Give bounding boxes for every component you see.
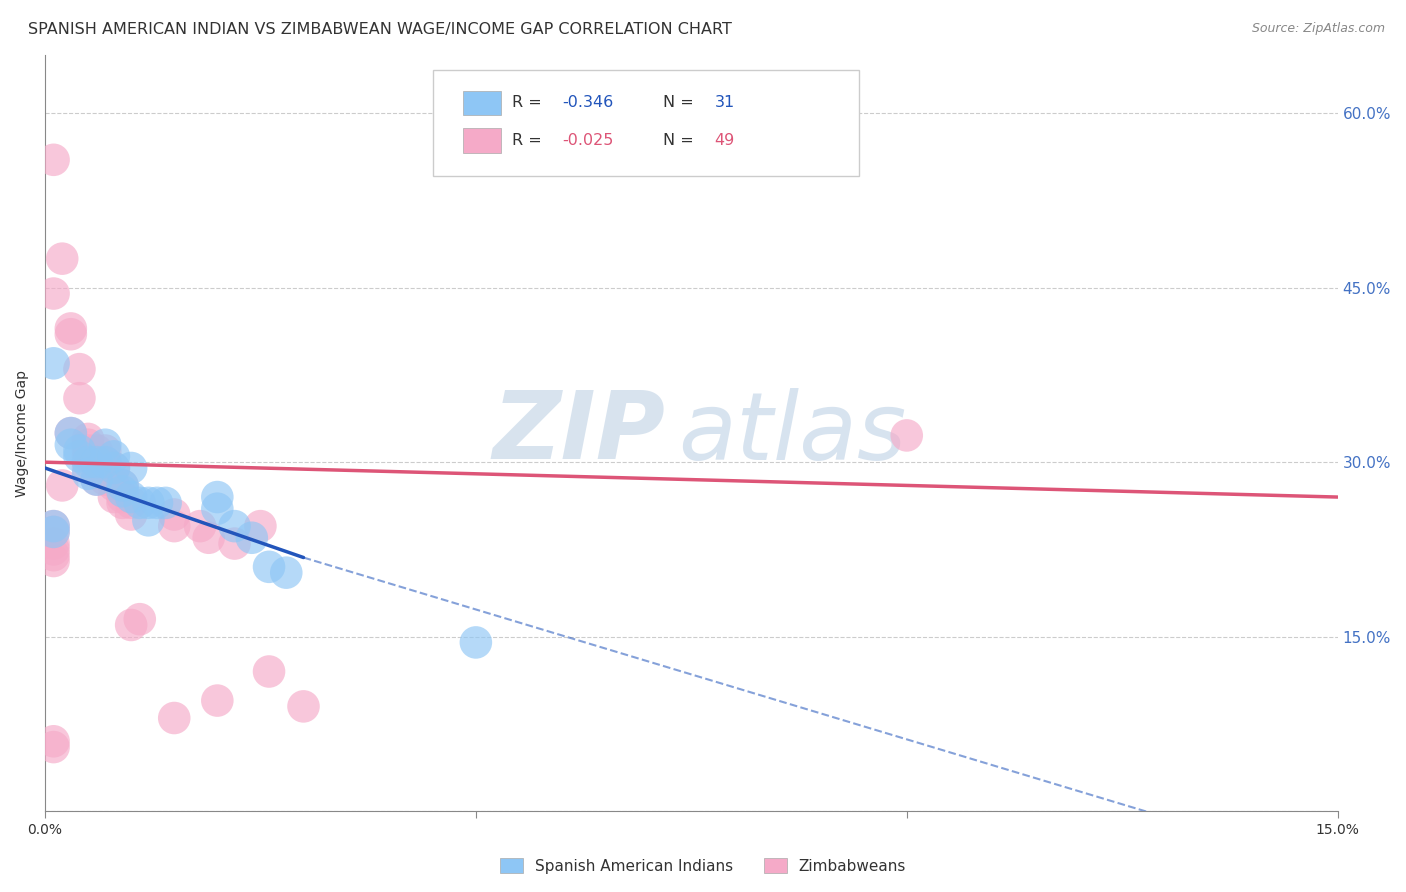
Point: [120, 461, 142, 475]
Point: [207, 490, 229, 504]
Point: [120, 618, 142, 632]
Text: -0.346: -0.346: [562, 95, 613, 111]
Point: [69, 450, 91, 464]
Point: [86, 473, 108, 487]
Point: [128, 496, 150, 510]
Point: [207, 693, 229, 707]
Point: [42, 519, 65, 533]
Point: [163, 711, 186, 725]
Point: [207, 501, 229, 516]
Point: [77, 450, 100, 464]
Y-axis label: Wage/Income Gap: Wage/Income Gap: [15, 369, 30, 497]
Point: [77, 438, 100, 452]
Point: [42, 524, 65, 539]
Point: [188, 519, 211, 533]
Point: [42, 548, 65, 562]
Point: [42, 153, 65, 167]
Point: [896, 428, 918, 442]
Point: [86, 455, 108, 469]
Text: atlas: atlas: [678, 388, 907, 479]
Point: [77, 443, 100, 458]
Text: Source: ZipAtlas.com: Source: ZipAtlas.com: [1251, 22, 1385, 36]
Point: [86, 473, 108, 487]
Point: [138, 513, 160, 527]
Point: [51, 252, 73, 266]
Point: [163, 508, 186, 522]
Point: [69, 391, 91, 405]
Point: [103, 450, 125, 464]
Point: [86, 455, 108, 469]
Point: [86, 443, 108, 458]
Text: SPANISH AMERICAN INDIAN VS ZIMBABWEAN WAGE/INCOME GAP CORRELATION CHART: SPANISH AMERICAN INDIAN VS ZIMBABWEAN WA…: [28, 22, 733, 37]
Text: R =: R =: [512, 133, 547, 148]
Text: ZIP: ZIP: [492, 387, 665, 479]
Point: [224, 536, 246, 550]
Point: [103, 461, 125, 475]
Point: [138, 496, 160, 510]
Text: N =: N =: [662, 133, 699, 148]
Point: [94, 443, 117, 458]
Point: [42, 536, 65, 550]
Point: [163, 519, 186, 533]
Point: [111, 478, 134, 492]
Point: [42, 734, 65, 748]
Point: [257, 665, 280, 679]
Point: [59, 426, 82, 441]
Point: [111, 484, 134, 499]
Point: [42, 542, 65, 557]
Point: [69, 443, 91, 458]
Text: 31: 31: [714, 95, 735, 111]
Point: [120, 508, 142, 522]
Legend: Spanish American Indians, Zimbabweans: Spanish American Indians, Zimbabweans: [494, 852, 912, 880]
Point: [59, 426, 82, 441]
Bar: [463, 128, 502, 153]
Point: [94, 438, 117, 452]
Point: [42, 554, 65, 568]
FancyBboxPatch shape: [433, 70, 859, 176]
Point: [120, 496, 142, 510]
Point: [197, 531, 219, 545]
Point: [128, 612, 150, 626]
Point: [120, 490, 142, 504]
Point: [224, 519, 246, 533]
Point: [77, 455, 100, 469]
Bar: [463, 91, 502, 115]
Point: [59, 321, 82, 335]
Text: 49: 49: [714, 133, 735, 148]
Point: [94, 473, 117, 487]
Point: [111, 490, 134, 504]
Point: [240, 531, 263, 545]
Point: [42, 356, 65, 370]
Point: [103, 478, 125, 492]
Point: [103, 490, 125, 504]
Point: [292, 699, 315, 714]
Point: [111, 478, 134, 492]
Point: [69, 362, 91, 376]
Point: [257, 559, 280, 574]
Point: [276, 566, 298, 580]
Point: [94, 455, 117, 469]
Point: [51, 478, 73, 492]
Point: [42, 740, 65, 755]
Point: [94, 455, 117, 469]
Point: [77, 432, 100, 446]
Point: [103, 461, 125, 475]
Point: [42, 286, 65, 301]
Point: [77, 467, 100, 481]
Point: [59, 438, 82, 452]
Point: [464, 635, 486, 649]
Point: [155, 496, 177, 510]
Point: [42, 519, 65, 533]
Point: [111, 496, 134, 510]
Point: [42, 524, 65, 539]
Point: [59, 327, 82, 342]
Point: [77, 461, 100, 475]
Text: -0.025: -0.025: [562, 133, 613, 148]
Text: R =: R =: [512, 95, 547, 111]
Point: [249, 519, 271, 533]
Text: N =: N =: [662, 95, 699, 111]
Point: [146, 496, 169, 510]
